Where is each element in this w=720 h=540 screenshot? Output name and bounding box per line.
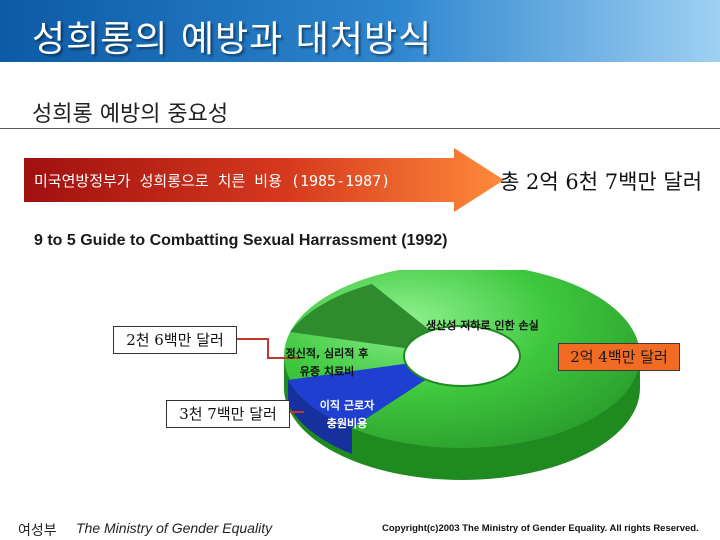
- donut-hole-rim: [403, 325, 521, 387]
- turnover-amount-box: 3천 7백만 달러: [166, 400, 290, 428]
- cost-arrow-label: 미국연방정부가 성희롱으로 치른 비용 (1985-1987): [34, 172, 391, 190]
- slice-turnover-side: [288, 380, 352, 454]
- guide-citation: 9 to 5 Guide to Combatting Sexual Harras…: [34, 232, 448, 249]
- footer-copyright: Copyright(c)2003 The Ministry of Gender …: [382, 523, 699, 534]
- cost-donut-chart: [235, 270, 640, 480]
- footer-ministry: The Ministry of Gender Equality: [76, 520, 273, 536]
- slice-label-productivity: 생산성 저하로 인한 손실: [426, 319, 539, 332]
- slice-label-turnover: 이직 근로자 충원비용: [318, 397, 376, 433]
- title-banner: 성희롱의 예방과 대처방식: [0, 0, 720, 62]
- page-title: 성희롱의 예방과 대처방식: [32, 19, 433, 60]
- cost-arrow: [24, 148, 504, 212]
- slice-label-treatment-text: 정신적, 심리적 후유증 치료비: [285, 347, 369, 378]
- productivity-amount-box: 2억 4백만 달러: [558, 343, 680, 371]
- subtitle-divider: [0, 128, 720, 129]
- slice-label-treatment: 정신적, 심리적 후유증 치료비: [282, 345, 372, 381]
- donut-hole: [404, 326, 520, 386]
- section-subtitle: 성희롱 예방의 중요성: [32, 102, 229, 127]
- footer-author: 여성부: [18, 523, 57, 539]
- treatment-amount-box: 2천 6백만 달러: [113, 326, 237, 354]
- total-cost: 총 2억 6천 7백만 달러: [500, 170, 703, 194]
- leader-line-treatment: [235, 338, 300, 359]
- slice-label-turnover-text: 이직 근로자 충원비용: [319, 399, 375, 430]
